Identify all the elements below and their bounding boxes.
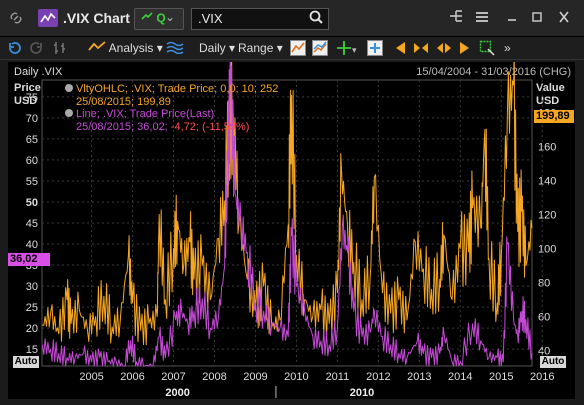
x-tick-label: 2006 [120, 371, 144, 383]
left-tick-label: 25 [26, 302, 38, 314]
maximize-icon[interactable] [528, 9, 546, 27]
left-tick-label: 40 [26, 239, 38, 251]
link-icon[interactable] [8, 10, 24, 26]
left-tick-label: 20 [26, 323, 38, 335]
instrument-search[interactable] [191, 8, 329, 30]
minimize-icon[interactable] [503, 9, 521, 27]
right-tick-label: 100 [538, 244, 556, 256]
x-major-label: 2010 [350, 387, 374, 399]
x-tick-label: 2013 [407, 371, 431, 383]
x-tick-label: 2007 [161, 371, 185, 383]
left-tick-label: 50 [26, 197, 38, 209]
left-tick-label: 65 [26, 134, 38, 146]
left-tick-label: 15 [26, 344, 38, 356]
left-tick-label: 30 [26, 281, 38, 293]
close-icon[interactable] [555, 9, 573, 27]
x-tick-label: 2010 [284, 371, 308, 383]
chart-title: Daily .VIX [14, 66, 63, 78]
left-axis-title: Price [14, 82, 41, 94]
left-tick-label: 45 [26, 218, 38, 230]
right-tick-label: 80 [538, 278, 550, 290]
chart-type-icon[interactable] [52, 40, 72, 56]
overlay-icon[interactable] [166, 40, 184, 56]
legend-price-change: -4,72; (-11,59%) [167, 120, 250, 133]
undo-icon[interactable] [7, 40, 23, 56]
chart-toolbar: Analysis ▾ Daily ▾ Range ▾ ▾ » [0, 37, 584, 60]
legend-clock-icon [65, 109, 73, 117]
quote-dropdown[interactable]: Q ⌄ [134, 8, 184, 30]
volatility-series-line [42, 62, 533, 346]
price-series-line [41, 62, 533, 367]
right-tick-label: 160 [538, 141, 556, 153]
compare-icon[interactable] [312, 40, 328, 56]
x-tick-label: 2012 [366, 371, 390, 383]
range-dropdown[interactable]: Range ▾ [238, 41, 283, 55]
quote-label: Q [141, 11, 166, 25]
left-tick-label: 75 [26, 92, 38, 104]
right-axis-unit: USD [536, 95, 560, 107]
chart-legend: VltyOHLC; .VIX; Trade Price; 0,0; 10; 25… [65, 83, 278, 133]
x-tick-label: 2014 [448, 371, 472, 383]
tree-icon[interactable] [447, 9, 465, 27]
x-tick-label: 2015 [489, 371, 513, 383]
select-area-icon[interactable] [479, 40, 495, 56]
legend-volatility-value: 25/08/2015; 199,89 [76, 95, 171, 108]
legend-clock-icon [65, 84, 73, 92]
right-tick-label: 140 [538, 175, 556, 187]
left-tick-label: 55 [26, 176, 38, 188]
x-tick-label: 2016 [530, 371, 554, 383]
search-input[interactable] [198, 10, 298, 26]
analysis-icon [88, 41, 106, 51]
scroll-right-icon[interactable] [458, 40, 472, 56]
left-auto-scale-button[interactable]: Auto [13, 356, 39, 368]
zoom-in-icon[interactable] [413, 40, 429, 56]
right-tick-label: 120 [538, 209, 556, 221]
legend-price[interactable]: Line; .VIX; Trade Price(Last) [65, 108, 278, 121]
x-major-label: 2000 [165, 387, 189, 399]
left-axis-unit: USD [14, 95, 38, 107]
date-range: 15/04/2004 - 31/03/2016 (CHG) [416, 66, 571, 78]
redo-icon[interactable] [28, 40, 44, 56]
vix-chart[interactable]: 1520253035404550556065707540608010012014… [8, 62, 575, 399]
window-title: .VIX Chart [63, 10, 130, 26]
x-tick-label: 2011 [326, 371, 350, 383]
window-titlebar: .VIX Chart Q ⌄ [0, 0, 584, 37]
up-arrow-icon [141, 12, 153, 20]
add-indicator-icon[interactable] [367, 40, 383, 56]
analysis-button[interactable]: Analysis ▾ [88, 40, 163, 56]
legend-volatility[interactable]: VltyOHLC; .VIX; Trade Price; 0,0; 10; 25… [65, 83, 278, 96]
menu-icon[interactable] [473, 9, 491, 27]
left-tick-label: 60 [26, 155, 38, 167]
more-chevron-icon[interactable]: » [504, 41, 511, 55]
last-value-marker: 199,89 [534, 110, 574, 123]
right-tick-label: 40 [538, 346, 550, 358]
trend-line-icon[interactable] [290, 40, 306, 56]
x-tick-label: 2009 [243, 371, 267, 383]
crosshair-icon[interactable]: ▾ [336, 40, 358, 56]
chart-panel: Daily .VIX 15/04/2004 - 31/03/2016 (CHG)… [8, 62, 575, 399]
x-tick-label: 2005 [79, 371, 103, 383]
left-tick-label: 70 [26, 113, 38, 125]
legend-price-value: 25/08/2015; 36,02; -4,72; (-11,59%) [76, 120, 250, 133]
x-tick-label: 2008 [202, 371, 226, 383]
scroll-left-icon[interactable] [393, 40, 407, 56]
last-price-marker: 36,02 [8, 253, 50, 266]
chevron-down-icon: ⌄ [165, 10, 176, 24]
svg-text:▾: ▾ [352, 45, 357, 55]
right-tick-label: 60 [538, 312, 550, 324]
search-icon[interactable] [309, 10, 323, 27]
right-auto-scale-button[interactable]: Auto [540, 356, 566, 368]
zoom-out-icon[interactable] [436, 40, 452, 56]
chart-app-icon [38, 9, 58, 27]
right-axis-title: Value [536, 82, 565, 94]
interval-dropdown[interactable]: Daily ▾ [199, 41, 236, 55]
